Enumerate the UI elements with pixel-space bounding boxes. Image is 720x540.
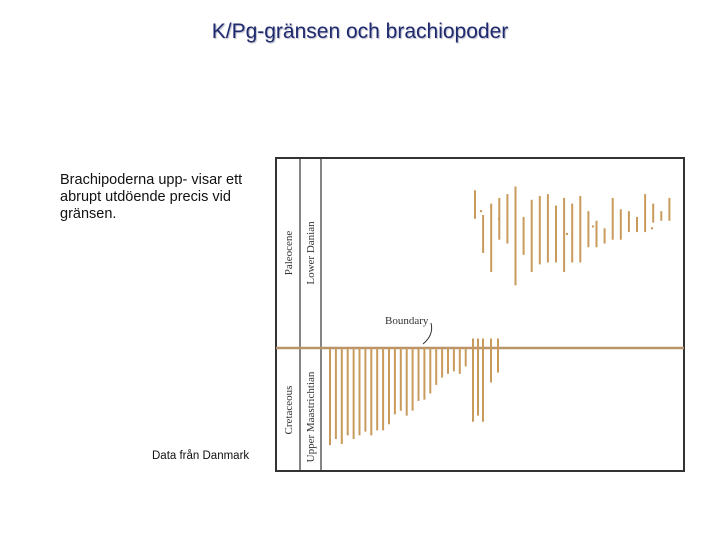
range-bars xyxy=(329,186,671,446)
stage-label-upper-maastrichtian: Upper Maastrichtian xyxy=(305,371,317,462)
danian-single-occurrence xyxy=(565,232,569,236)
period-label-cretaceous: Cretaceous xyxy=(283,386,295,435)
stage-label-lower-danian: Lower Danian xyxy=(305,221,317,285)
caption-text: Brachipoderna upp- visar ett abrupt utdö… xyxy=(60,172,243,222)
chart-frame xyxy=(275,157,685,472)
danian-single-occurrence xyxy=(591,225,595,228)
source-note: Data från Danmark xyxy=(152,450,250,462)
danian-single-occurrence xyxy=(497,217,501,220)
danian-single-occurrence xyxy=(479,210,483,213)
period-label-paleocene: Paleocene xyxy=(283,231,295,276)
slide-title: K/Pg-gränsen och brachiopoder xyxy=(211,20,509,43)
boundary-label: Boundary xyxy=(385,315,429,327)
boundary-pointer xyxy=(422,322,433,345)
danian-single-occurrence xyxy=(650,227,654,230)
range-chart: Paleocene Lower Danian Cretaceous Upper … xyxy=(275,157,685,472)
